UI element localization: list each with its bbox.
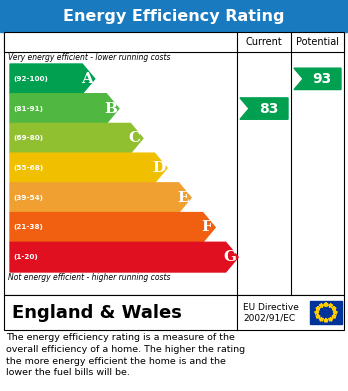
Polygon shape bbox=[10, 153, 167, 183]
Polygon shape bbox=[315, 310, 319, 314]
Text: EU Directive
2002/91/EC: EU Directive 2002/91/EC bbox=[243, 303, 299, 322]
Polygon shape bbox=[10, 242, 238, 272]
Polygon shape bbox=[316, 306, 320, 310]
Text: E: E bbox=[177, 191, 189, 205]
Text: Very energy efficient - lower running costs: Very energy efficient - lower running co… bbox=[8, 54, 171, 63]
Text: A: A bbox=[81, 72, 93, 86]
Polygon shape bbox=[10, 124, 143, 153]
Text: Potential: Potential bbox=[296, 37, 339, 47]
Polygon shape bbox=[10, 64, 95, 94]
Bar bbox=[310, 301, 342, 324]
Bar bbox=[0, 0, 348, 32]
Polygon shape bbox=[319, 303, 324, 307]
Polygon shape bbox=[316, 314, 320, 318]
Polygon shape bbox=[240, 98, 288, 119]
Polygon shape bbox=[10, 94, 119, 124]
Text: F: F bbox=[201, 221, 213, 235]
Polygon shape bbox=[10, 213, 215, 242]
Polygon shape bbox=[332, 306, 336, 310]
Polygon shape bbox=[319, 317, 324, 321]
Text: Current: Current bbox=[246, 37, 282, 47]
Text: (69-80): (69-80) bbox=[13, 135, 43, 141]
Bar bbox=[4, 32, 344, 295]
Text: (1-20): (1-20) bbox=[13, 254, 38, 260]
Text: D: D bbox=[152, 161, 166, 175]
Polygon shape bbox=[324, 302, 328, 307]
Text: B: B bbox=[104, 102, 117, 116]
Text: 93: 93 bbox=[313, 72, 332, 86]
Polygon shape bbox=[294, 68, 341, 90]
Text: (81-91): (81-91) bbox=[13, 106, 43, 111]
Polygon shape bbox=[329, 317, 333, 321]
Polygon shape bbox=[324, 318, 328, 322]
Text: (55-68): (55-68) bbox=[13, 165, 43, 171]
Polygon shape bbox=[329, 303, 333, 307]
Text: (92-100): (92-100) bbox=[13, 76, 48, 82]
Bar bbox=[4, 295, 344, 330]
Text: England & Wales: England & Wales bbox=[12, 303, 182, 321]
Text: (39-54): (39-54) bbox=[13, 195, 43, 201]
Bar bbox=[4, 32, 344, 52]
Text: G: G bbox=[223, 250, 237, 264]
Polygon shape bbox=[10, 183, 191, 213]
Polygon shape bbox=[333, 310, 338, 314]
Polygon shape bbox=[332, 314, 336, 318]
Text: Not energy efficient - higher running costs: Not energy efficient - higher running co… bbox=[8, 273, 171, 283]
Text: (21-38): (21-38) bbox=[13, 224, 43, 230]
Text: 83: 83 bbox=[259, 102, 278, 116]
Text: C: C bbox=[129, 131, 141, 145]
Text: Energy Efficiency Rating: Energy Efficiency Rating bbox=[63, 9, 285, 23]
Text: The energy efficiency rating is a measure of the
overall efficiency of a home. T: The energy efficiency rating is a measur… bbox=[6, 333, 245, 377]
